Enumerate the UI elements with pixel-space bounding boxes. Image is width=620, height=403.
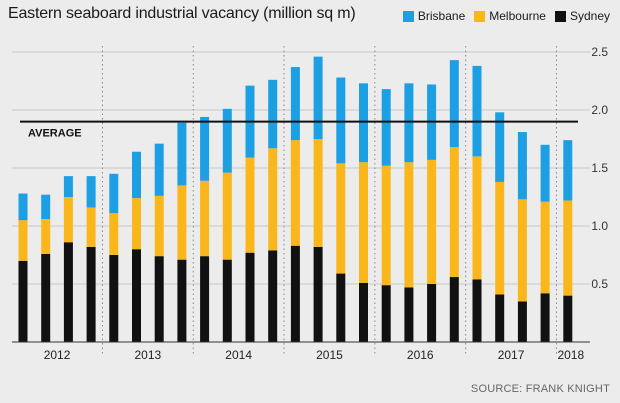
x-year-label-2012: 2012: [44, 348, 71, 362]
bar-brisbane-23: [540, 144, 550, 202]
bar-sydney-0: [18, 260, 28, 342]
bar-brisbane-7: [177, 122, 187, 186]
bar-sydney-12: [290, 245, 300, 342]
bar-melbourne-18: [427, 159, 437, 284]
bar-brisbane-17: [404, 83, 414, 163]
bar-sydney-9: [222, 259, 232, 342]
bar-melbourne-11: [268, 148, 278, 251]
bar-brisbane-9: [222, 108, 232, 173]
bar-brisbane-8: [200, 116, 210, 181]
bar-sydney-13: [313, 246, 323, 342]
bar-sydney-19: [449, 277, 459, 342]
bar-sydney-6: [154, 256, 164, 342]
bar-brisbane-3: [86, 176, 96, 208]
bar-sydney-20: [472, 279, 482, 342]
bar-melbourne-4: [109, 213, 119, 255]
bar-brisbane-15: [359, 83, 368, 163]
y-tick-label-1: 1.0: [591, 219, 608, 233]
y-tick-label-2: 1.5: [591, 161, 608, 175]
legend-item-melbourne: Melbourne: [474, 9, 546, 23]
bar-sydney-7: [177, 259, 187, 342]
legend-item-sydney: Sydney: [554, 9, 610, 23]
bar-brisbane-4: [109, 173, 119, 214]
bar-melbourne-5: [132, 198, 141, 250]
bar-sydney-23: [540, 293, 550, 342]
bar-sydney-16: [381, 285, 391, 342]
bar-sydney-1: [41, 253, 51, 342]
bar-melbourne-12: [290, 140, 300, 246]
bar-brisbane-12: [290, 67, 300, 141]
bar-sydney-3: [86, 246, 96, 342]
bar-brisbane-24: [563, 140, 573, 201]
bar-melbourne-16: [381, 165, 391, 286]
bar-melbourne-17: [404, 162, 414, 288]
bar-brisbane-16: [381, 89, 391, 166]
bar-melbourne-3: [86, 207, 96, 247]
legend-label-melbourne: Melbourne: [489, 9, 546, 23]
bar-sydney-22: [517, 301, 527, 342]
bar-sydney-24: [563, 295, 573, 342]
legend-swatch-brisbane: [402, 10, 414, 22]
source-note: SOURCE: FRANK KNIGHT: [470, 383, 610, 395]
bar-sydney-17: [404, 287, 414, 342]
bar-brisbane-6: [154, 143, 164, 196]
legend-label-brisbane: Brisbane: [417, 9, 466, 23]
x-year-label-2013: 2013: [134, 348, 161, 362]
bar-melbourne-22: [517, 199, 527, 302]
bar-brisbane-13: [313, 56, 323, 139]
bar-brisbane-19: [449, 60, 459, 148]
legend-swatch-sydney: [554, 10, 566, 22]
bar-melbourne-0: [18, 220, 28, 261]
bar-sydney-21: [495, 294, 505, 342]
bar-sydney-14: [336, 273, 346, 342]
bar-melbourne-21: [495, 181, 505, 295]
bar-brisbane-2: [63, 176, 73, 197]
y-tick-label-0: 0.5: [591, 277, 608, 291]
y-tick-label-4: 2.5: [591, 45, 608, 59]
bar-melbourne-1: [41, 219, 51, 254]
bar-sydney-10: [245, 252, 255, 342]
legend-label-sydney: Sydney: [569, 9, 610, 23]
bar-brisbane-11: [268, 79, 278, 149]
x-year-label-2018: 2018: [557, 348, 584, 362]
legend: Brisbane Melbourne Sydney: [394, 9, 610, 23]
bar-sydney-15: [359, 282, 368, 342]
bar-brisbane-21: [495, 112, 505, 182]
bar-melbourne-19: [449, 147, 459, 278]
legend-item-brisbane: Brisbane: [402, 9, 466, 23]
legend-swatch-melbourne: [474, 10, 486, 22]
x-year-label-2017: 2017: [498, 348, 525, 362]
bar-sydney-5: [132, 249, 141, 342]
bar-melbourne-14: [336, 163, 346, 274]
bar-melbourne-24: [563, 200, 573, 296]
bar-melbourne-10: [245, 157, 255, 253]
bar-sydney-2: [63, 242, 73, 342]
bar-melbourne-2: [63, 197, 73, 243]
average-label: AVERAGE: [28, 128, 82, 140]
bar-melbourne-20: [472, 156, 482, 280]
y-tick-label-3: 2.0: [591, 103, 608, 117]
bar-sydney-4: [109, 255, 119, 342]
bar-sydney-11: [268, 250, 278, 342]
bar-brisbane-22: [517, 132, 527, 200]
bar-brisbane-14: [336, 77, 346, 164]
x-year-label-2016: 2016: [407, 348, 434, 362]
bar-sydney-18: [427, 284, 437, 342]
bar-brisbane-0: [18, 193, 28, 221]
bar-melbourne-8: [200, 180, 210, 257]
bar-brisbane-20: [472, 65, 482, 157]
bar-brisbane-1: [41, 194, 51, 220]
bar-melbourne-6: [154, 195, 164, 257]
bar-brisbane-5: [132, 151, 141, 199]
bar-melbourne-9: [222, 172, 232, 260]
bar-sydney-8: [200, 256, 210, 342]
bar-melbourne-15: [359, 162, 368, 283]
bar-melbourne-13: [313, 139, 323, 247]
x-year-label-2015: 2015: [316, 348, 343, 362]
bar-melbourne-23: [540, 201, 550, 294]
bar-melbourne-7: [177, 185, 187, 260]
chart-title: Eastern seaboard industrial vacancy (mil…: [8, 5, 356, 22]
x-year-label-2014: 2014: [225, 348, 252, 362]
